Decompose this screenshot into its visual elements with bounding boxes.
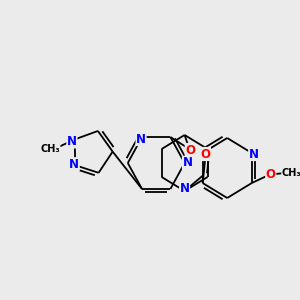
Text: N: N [69,158,79,171]
Text: O: O [200,148,210,160]
Text: N: N [136,133,146,146]
Text: N: N [67,135,77,148]
Text: O: O [185,143,195,157]
Text: N: N [249,148,259,160]
Text: N: N [180,182,190,194]
Text: CH₃: CH₃ [282,168,300,178]
Text: N: N [182,157,192,169]
Text: CH₃: CH₃ [40,144,60,154]
Text: O: O [266,167,276,181]
